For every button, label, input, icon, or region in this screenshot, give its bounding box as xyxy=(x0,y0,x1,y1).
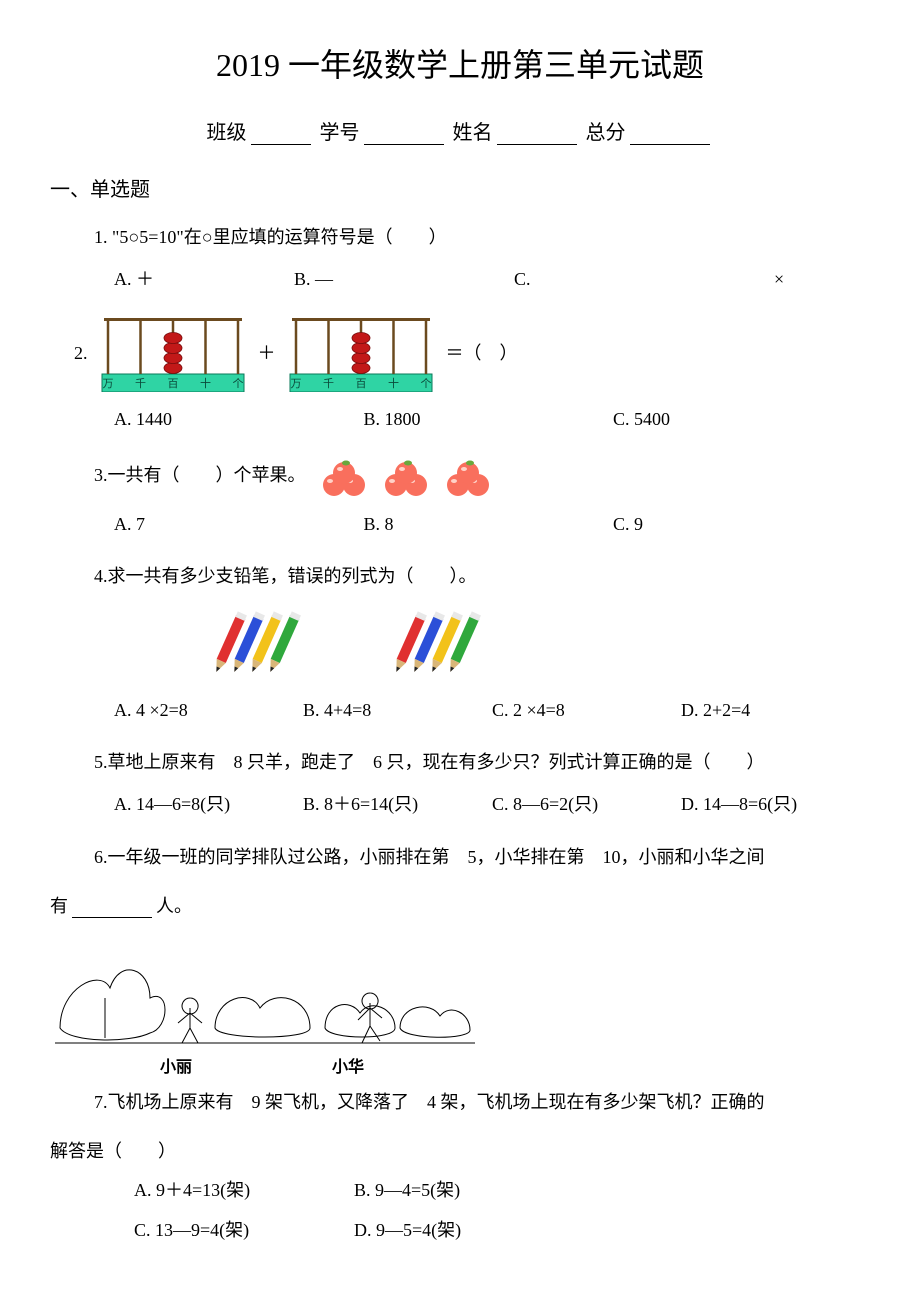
q5-opt-b: B. 8＋6=14(只) xyxy=(303,787,492,821)
class-label: 班级 xyxy=(207,122,247,144)
q7-opt-a: A. 9＋4=13(架) xyxy=(134,1173,354,1207)
q5-options: A. 14—6=8(只) B. 8＋6=14(只) C. 8—6=2(只) D.… xyxy=(114,787,870,821)
q7-opt-c: C. 13—9=4(架) xyxy=(134,1213,354,1247)
q4-opt-c: C. 2 ×4=8 xyxy=(492,693,681,727)
q1-stem: 1. "5○5=10"在○里应填的运算符号是（ ） xyxy=(94,220,870,254)
q2-prefix: 2. xyxy=(74,336,88,370)
question-5: 5.草地上原来有 8 只羊，跑走了 6 只，现在有多少只？列式计算正确的是（ ）… xyxy=(94,745,870,821)
q7-stem: 7.飞机场上原来有 9 架飞机，又降落了 4 架，飞机场上现在有多少架飞机？正确… xyxy=(94,1085,870,1119)
name-label: 姓名 xyxy=(453,122,493,144)
q3-stem: 3.一共有（ ）个苹果。 xyxy=(94,455,870,499)
q6-blank xyxy=(72,899,152,918)
q3-opt-b: B. 8 xyxy=(363,507,612,541)
svg-text:万: 万 xyxy=(290,378,301,390)
q2-eq: ＝（ ） xyxy=(446,336,518,370)
q4-opt-d: D. 2+2=4 xyxy=(681,693,870,727)
q7-options: A. 9＋4=13(架) B. 9—4=5(架) C. 13—9=4(架) D.… xyxy=(134,1173,870,1247)
q1-opt-b: B. — xyxy=(294,262,514,296)
question-4: 4.求一共有多少支铅笔，错误的列式为（ ）。 A. 4 ×2=8 B. 4+4=… xyxy=(94,559,870,727)
q6-prefix: 有 xyxy=(50,896,68,916)
q3-opt-c: C. 9 xyxy=(613,507,862,541)
svg-text:百: 百 xyxy=(355,378,366,390)
q7-stem2: 解答是（ ） xyxy=(50,1137,870,1163)
q4-stem: 4.求一共有多少支铅笔，错误的列式为（ ）。 xyxy=(94,559,870,593)
q1-opt-c: C. xyxy=(514,262,774,296)
q5-opt-d: D. 14—8=6(只) xyxy=(681,787,870,821)
id-label: 学号 xyxy=(320,122,360,144)
q6-stem-a: 6.一年级一班的同学排队过公路，小丽排在第 5，小华排在第 10，小丽和小华之间 xyxy=(94,840,870,874)
svg-text:个: 个 xyxy=(232,377,243,390)
svg-text:千: 千 xyxy=(135,377,146,390)
svg-text:十: 十 xyxy=(200,376,211,390)
question-7: 7.飞机场上原来有 9 架飞机，又降落了 4 架，飞机场上现在有多少架飞机？正确… xyxy=(94,1085,870,1119)
svg-text:百: 百 xyxy=(167,378,178,390)
class-blank xyxy=(251,124,311,145)
q4-opt-a: A. 4 ×2=8 xyxy=(114,693,303,727)
info-line: 班级 学号 姓名 总分 xyxy=(50,116,870,145)
page-title: 2019 一年级数学上册第三单元试题 xyxy=(50,40,870,86)
q2-plus: ＋ xyxy=(258,336,276,370)
name-blank xyxy=(497,124,577,145)
abacus-1: 万千百十个 xyxy=(98,314,248,392)
question-3: 3.一共有（ ）个苹果。 A. 7 B. 8 C. 9 xyxy=(94,455,870,541)
q4-options: A. 4 ×2=8 B. 4+4=8 C. 2 ×4=8 D. 2+2=4 xyxy=(114,693,870,727)
q1-opt-c-sym: × xyxy=(774,262,870,296)
q5-opt-a: A. 14—6=8(只) xyxy=(114,787,303,821)
q2-opt-c: C. 5400 xyxy=(613,402,862,436)
svg-text:个: 个 xyxy=(420,377,431,390)
svg-text:万: 万 xyxy=(102,378,113,390)
q3-opt-a: A. 7 xyxy=(114,507,363,541)
q5-opt-c: C. 8—6=2(只) xyxy=(492,787,681,821)
question-6: 6.一年级一班的同学排队过公路，小丽排在第 5，小华排在第 10，小丽和小华之间 xyxy=(94,840,870,874)
q4-opt-b: B. 4+4=8 xyxy=(303,693,492,727)
apple-groups xyxy=(316,455,496,499)
q7-opt-d: D. 9—5=4(架) xyxy=(354,1213,574,1247)
svg-text:十: 十 xyxy=(388,376,399,390)
q5-stem: 5.草地上原来有 8 只羊，跑走了 6 只，现在有多少只？列式计算正确的是（ ） xyxy=(94,745,870,779)
q1-opt-a: A. ＋ xyxy=(114,262,294,296)
q2-opt-b: B. 1800 xyxy=(363,402,612,436)
question-2: 2. 万 千 百 十 个 ＋ 万 千 百 十 个 ＝（ ） A. 1440 B. 1800 C.… xyxy=(74,314,870,436)
queue-illustration: 小丽 小华 xyxy=(50,928,870,1077)
q2-opt-a: A. 1440 xyxy=(114,402,363,436)
question-1: 1. "5○5=10"在○里应填的运算符号是（ ） A. ＋ B. — C. × xyxy=(94,220,870,296)
q6-stem-b: 有 人。 xyxy=(50,892,870,918)
q6-suffix: 人。 xyxy=(156,896,192,916)
q2-options: A. 1440 B. 1800 C. 5400 xyxy=(114,402,870,436)
q3-stem-text: 3.一共有（ ）个苹果。 xyxy=(94,465,306,485)
svg-text:千: 千 xyxy=(323,377,334,390)
label-xiaoli: 小丽 xyxy=(160,1053,192,1077)
q1-options: A. ＋ B. — C. × xyxy=(114,262,870,296)
section-heading: 一、单选题 xyxy=(50,173,870,202)
total-label: 总分 xyxy=(586,122,626,144)
q3-options: A. 7 B. 8 C. 9 xyxy=(114,507,870,541)
q7-opt-b: B. 9—4=5(架) xyxy=(354,1173,574,1207)
pencil-groups xyxy=(214,603,870,683)
total-blank xyxy=(630,124,710,145)
abacus-2: 万千百十个 xyxy=(286,314,436,392)
id-blank xyxy=(364,124,444,145)
label-xiaohua: 小华 xyxy=(332,1053,364,1077)
